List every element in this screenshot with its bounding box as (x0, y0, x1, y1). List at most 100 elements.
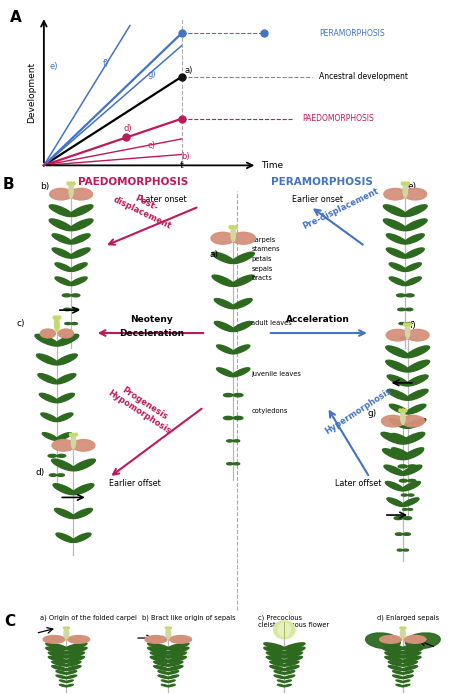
Ellipse shape (158, 675, 169, 679)
Ellipse shape (52, 459, 75, 471)
Ellipse shape (409, 323, 411, 326)
Ellipse shape (402, 498, 419, 507)
Text: Later onset: Later onset (141, 195, 186, 204)
Ellipse shape (55, 509, 74, 518)
Text: c): c) (147, 142, 155, 151)
Ellipse shape (402, 657, 421, 662)
Ellipse shape (387, 498, 404, 507)
Ellipse shape (404, 219, 427, 230)
Ellipse shape (67, 627, 69, 629)
Ellipse shape (70, 219, 93, 230)
Ellipse shape (406, 330, 429, 341)
Ellipse shape (167, 652, 186, 658)
Ellipse shape (72, 294, 80, 297)
Ellipse shape (383, 449, 404, 459)
Ellipse shape (407, 404, 426, 414)
Ellipse shape (52, 439, 75, 451)
Ellipse shape (398, 465, 407, 468)
Ellipse shape (407, 448, 424, 457)
Ellipse shape (402, 509, 408, 510)
Ellipse shape (404, 188, 427, 200)
Ellipse shape (407, 182, 410, 185)
Text: Neoteny: Neoteny (130, 316, 173, 325)
Ellipse shape (70, 248, 90, 258)
Ellipse shape (404, 182, 407, 185)
Text: B: B (2, 177, 14, 192)
Ellipse shape (404, 636, 426, 643)
Ellipse shape (404, 248, 424, 258)
Ellipse shape (167, 648, 189, 654)
Ellipse shape (150, 657, 169, 662)
Ellipse shape (380, 636, 401, 643)
Ellipse shape (48, 652, 67, 658)
Ellipse shape (35, 335, 58, 346)
Text: a) Origin of the folded carpel: a) Origin of the folded carpel (40, 614, 137, 621)
Ellipse shape (232, 275, 255, 287)
Text: d) Enlarged sepals: d) Enlarged sepals (377, 614, 439, 621)
Text: petals: petals (251, 256, 272, 262)
Ellipse shape (404, 277, 421, 285)
Ellipse shape (406, 389, 428, 400)
Ellipse shape (406, 308, 413, 311)
Ellipse shape (401, 449, 423, 459)
Text: juvenile leaves: juvenile leaves (251, 371, 301, 377)
Ellipse shape (72, 439, 95, 451)
Ellipse shape (396, 680, 403, 682)
Ellipse shape (398, 308, 405, 311)
Ellipse shape (49, 205, 73, 217)
Text: Development: Development (27, 62, 36, 123)
Ellipse shape (67, 182, 70, 185)
Ellipse shape (231, 226, 236, 242)
Ellipse shape (404, 409, 407, 412)
Ellipse shape (392, 675, 403, 679)
Ellipse shape (383, 205, 407, 217)
Ellipse shape (40, 329, 55, 338)
Ellipse shape (65, 627, 67, 629)
Ellipse shape (58, 329, 73, 338)
Ellipse shape (70, 188, 92, 200)
Ellipse shape (55, 263, 72, 271)
Ellipse shape (401, 409, 405, 425)
Ellipse shape (274, 675, 285, 679)
Ellipse shape (284, 675, 295, 679)
Ellipse shape (49, 219, 73, 230)
Text: Deceleration: Deceleration (119, 329, 184, 338)
Ellipse shape (385, 482, 404, 491)
Ellipse shape (402, 684, 410, 686)
Ellipse shape (283, 648, 305, 654)
Text: f): f) (102, 59, 109, 68)
Ellipse shape (232, 226, 235, 229)
Ellipse shape (406, 375, 428, 386)
Text: g): g) (147, 70, 156, 79)
Ellipse shape (148, 648, 170, 654)
Ellipse shape (407, 434, 424, 442)
Ellipse shape (405, 323, 410, 339)
Ellipse shape (403, 533, 410, 535)
Ellipse shape (68, 636, 90, 643)
Ellipse shape (52, 248, 72, 258)
Ellipse shape (145, 636, 167, 643)
Ellipse shape (217, 368, 234, 377)
Ellipse shape (36, 354, 58, 365)
Text: Time: Time (261, 161, 283, 170)
Ellipse shape (392, 434, 409, 442)
Ellipse shape (229, 226, 231, 229)
Ellipse shape (232, 232, 255, 244)
Text: Earlier onset: Earlier onset (292, 195, 343, 204)
Ellipse shape (55, 335, 79, 346)
Ellipse shape (65, 661, 81, 666)
Text: Ancestral development: Ancestral development (319, 72, 408, 81)
Ellipse shape (383, 219, 407, 230)
Ellipse shape (212, 252, 235, 264)
Ellipse shape (386, 346, 409, 357)
Text: Hypermorphosis: Hypermorphosis (323, 386, 393, 436)
Text: b): b) (40, 182, 50, 191)
Ellipse shape (212, 275, 235, 287)
Ellipse shape (57, 455, 65, 457)
Ellipse shape (162, 680, 169, 682)
Ellipse shape (56, 393, 74, 403)
Ellipse shape (75, 433, 78, 436)
Ellipse shape (167, 666, 183, 670)
Ellipse shape (232, 321, 252, 332)
Ellipse shape (55, 354, 77, 365)
